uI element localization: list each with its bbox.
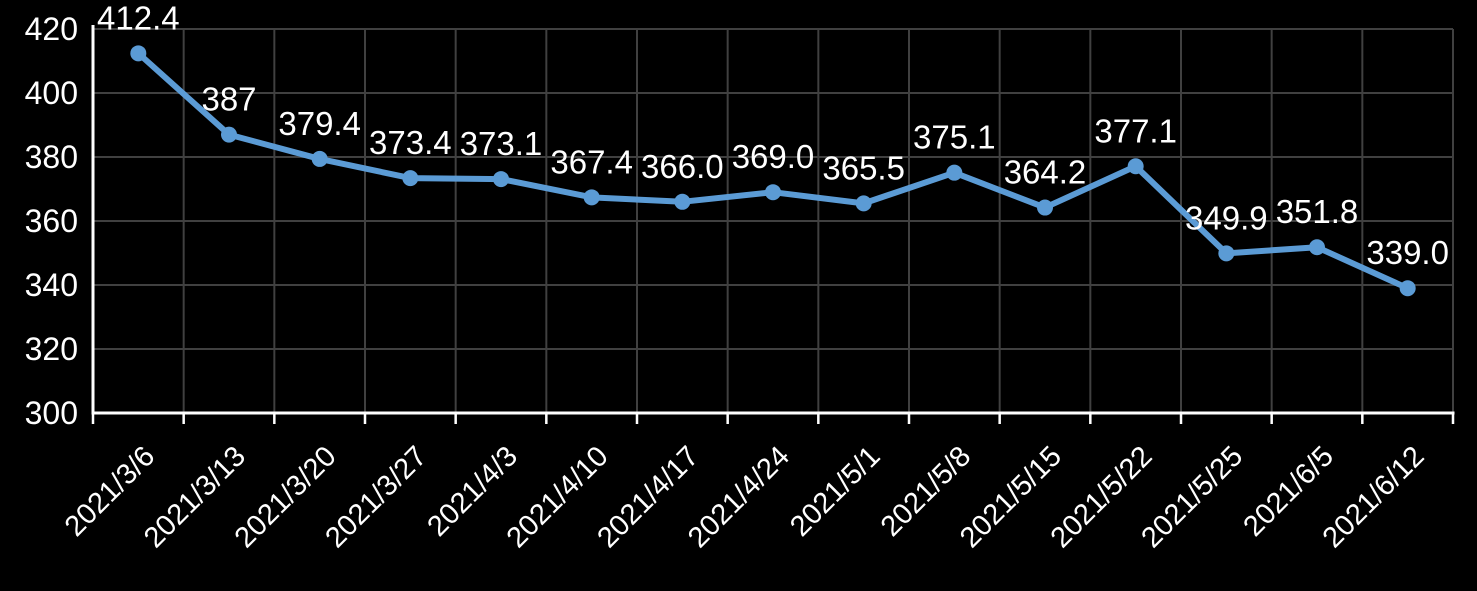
y-axis-tick-label: 360 (25, 203, 78, 239)
data-point-label: 339.0 (1366, 234, 1449, 271)
data-point-label: 351.8 (1276, 193, 1359, 230)
data-point-label: 377.1 (1094, 112, 1177, 149)
data-point-label: 366.0 (641, 148, 724, 185)
data-point-label: 367.4 (550, 143, 633, 180)
data-point-marker[interactable] (311, 150, 328, 167)
data-point-label: 379.4 (278, 105, 361, 142)
data-point-label: 375.1 (913, 119, 996, 156)
y-axis-tick-label: 340 (25, 267, 78, 303)
data-point-label: 387 (201, 81, 256, 118)
data-point-marker[interactable] (402, 170, 419, 187)
data-point-label: 365.5 (822, 149, 905, 186)
y-axis-tick-label: 380 (25, 139, 78, 175)
data-point-label: 364.2 (1004, 154, 1087, 191)
data-point-marker[interactable] (765, 184, 781, 201)
data-point-label: 373.4 (369, 124, 452, 161)
data-point-marker[interactable] (946, 164, 963, 181)
y-axis-tick-label: 320 (25, 331, 78, 367)
data-point-label: 369.0 (732, 138, 815, 175)
y-axis-tick-label: 300 (25, 395, 78, 431)
data-point-marker[interactable] (1127, 158, 1144, 175)
data-point-marker[interactable] (1399, 280, 1416, 297)
data-point-label: 349.9 (1185, 199, 1268, 236)
data-point-marker[interactable] (674, 193, 691, 210)
data-point-label: 373.1 (460, 125, 543, 162)
data-point-marker[interactable] (583, 189, 600, 206)
data-point-marker[interactable] (1309, 239, 1325, 256)
data-point-marker[interactable] (130, 45, 147, 62)
y-axis-tick-label: 420 (25, 11, 78, 47)
y-axis-tick-label: 400 (25, 75, 78, 111)
data-point-marker[interactable] (855, 195, 872, 212)
data-point-marker[interactable] (1218, 245, 1235, 262)
data-point-marker[interactable] (221, 126, 237, 143)
data-point-marker[interactable] (1037, 199, 1053, 216)
data-point-label: 412.4 (97, 0, 180, 36)
data-point-marker[interactable] (493, 171, 509, 188)
